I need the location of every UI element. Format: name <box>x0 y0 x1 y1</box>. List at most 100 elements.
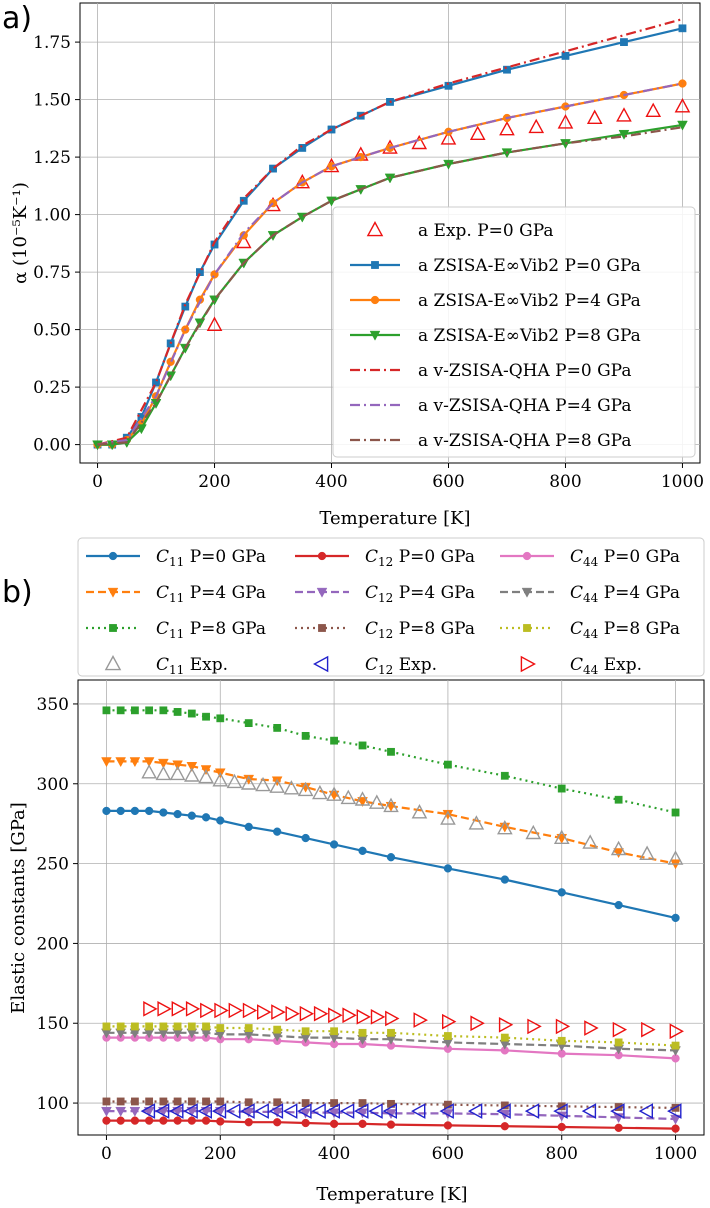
legend-entry-c11_0-marker <box>108 551 118 561</box>
data-point-c11_4 <box>172 760 183 771</box>
data-point-c11_0 <box>216 816 225 825</box>
legend-entry-c12_0-subscript: 12 <box>378 555 393 569</box>
data-point-c11_exp <box>169 765 186 781</box>
data-point-c11_exp <box>326 786 342 801</box>
data-point-c44_exp <box>641 1021 656 1038</box>
data-point-c12_8 <box>173 1097 182 1106</box>
data-point-c11_exp <box>368 794 385 809</box>
data-point-c44_8 <box>273 1025 282 1034</box>
data-point-c11_exp <box>497 820 513 835</box>
data-point-c44_8 <box>187 1022 196 1031</box>
data-point-c12_8 <box>145 1097 154 1106</box>
data-point-c44_8 <box>500 1033 509 1042</box>
data-point-c44_exp <box>185 1001 201 1017</box>
data-point-exp0 <box>528 118 545 134</box>
data-point-c12_0 <box>144 1116 154 1125</box>
data-point-c44_exp <box>171 1001 187 1017</box>
data-point-c11_8 <box>330 736 338 745</box>
legend-entry-c44_0-symbol: C <box>570 547 583 567</box>
legend-entry-c44_exp-suffix: Exp. <box>598 655 642 675</box>
legend-entry-c11_4-label: C11 P=4 GPa <box>156 583 266 605</box>
legend-entry-c44_4-marker <box>521 587 533 598</box>
data-point-c44_exp <box>299 1005 315 1022</box>
data-point-c44_8 <box>301 1027 310 1036</box>
series-line-c11_0 <box>106 809 676 919</box>
data-point-c11_0 <box>130 806 140 816</box>
b-xtick-label: 1000 <box>654 1144 697 1164</box>
data-point-c12_exp <box>325 1103 340 1119</box>
data-point-c44_exp <box>200 1002 215 1019</box>
data-point-c11_exp <box>155 765 172 781</box>
panel-a-legend: a Exp. P=0 GPa a ZSISA-E∞Vib2 P=0 GPa a ZS… <box>332 206 696 458</box>
legend-entry-c12_8-label: C12 P=8 GPa <box>365 619 475 641</box>
panel-a-legend-box <box>332 206 696 458</box>
data-point-c11_exp <box>468 815 485 830</box>
data-point-c12_exp <box>339 1103 355 1119</box>
panel-b-ticks: 0 200 400 600 800 1000 100 150 200 250 300 350 <box>37 695 698 1164</box>
legend-entry-c12_0-label: C12 P=0 GPa <box>365 547 475 569</box>
legend-entry-c11_exp-symbol: C <box>156 655 169 675</box>
a-ytick-label: 0.25 <box>33 378 71 398</box>
data-point-exp0 <box>557 114 574 129</box>
data-point-c12_exp <box>368 1103 383 1119</box>
data-point-c12_exp <box>524 1103 540 1119</box>
data-point-c12_exp <box>240 1103 255 1119</box>
data-point-c11_0 <box>557 888 566 897</box>
data-point-c11_0 <box>187 811 196 820</box>
data-point-c12_8 <box>273 1098 282 1107</box>
panel-b-grid <box>78 680 704 1135</box>
data-point-c11_exp <box>553 829 570 844</box>
data-point-c44_exp <box>242 1002 258 1019</box>
data-point-zs0 <box>269 164 277 173</box>
data-point-c44_8 <box>145 1022 154 1031</box>
legend-entry-qha0-label: a v-ZSISA-QHA P=0 GPa <box>418 361 631 381</box>
data-point-c12_0 <box>500 1122 509 1131</box>
data-point-c12_8 <box>116 1097 125 1106</box>
data-point-zs0 <box>620 38 628 46</box>
series-line-c12_4 <box>106 1109 676 1121</box>
data-point-zs8 <box>560 139 571 150</box>
legend-entry-c12_8-subscript: 12 <box>378 627 393 641</box>
data-point-exp0 <box>411 134 428 150</box>
legend-entry-c44_exp-subscript: 44 <box>583 663 599 677</box>
data-point-c44_exp <box>527 1018 542 1035</box>
data-point-c12_exp <box>496 1103 511 1119</box>
data-point-c11_exp <box>639 845 655 860</box>
data-point-c11_8 <box>387 747 395 756</box>
data-point-c11_exp <box>297 781 314 797</box>
legend-entry-c12_exp-label: C12 Exp. <box>365 655 437 677</box>
data-point-c12_0 <box>130 1116 140 1125</box>
series-qha4 <box>97 82 683 446</box>
data-point-c44_8 <box>444 1032 452 1040</box>
data-point-c12_exp <box>183 1103 198 1119</box>
data-point-c12_0 <box>116 1116 125 1125</box>
data-point-c12_exp <box>354 1103 369 1119</box>
series-c12_4 <box>101 1106 681 1125</box>
data-point-c44_exp <box>285 1005 300 1022</box>
series-line-zs0 <box>97 27 683 446</box>
data-point-c12_8 <box>102 1097 111 1106</box>
data-point-c44_8 <box>173 1022 182 1031</box>
data-point-c11_8 <box>102 706 111 715</box>
data-point-c11_0 <box>301 833 310 843</box>
data-point-c12_0 <box>159 1116 168 1125</box>
data-point-c44_exp <box>498 1017 514 1033</box>
legend-entry-zs0-marker <box>371 261 379 269</box>
data-point-c11_exp <box>141 764 157 779</box>
data-point-c11_0 <box>273 827 282 836</box>
legend-entry-c11_4-marker <box>107 587 119 598</box>
legend-entry-c44_0-label: C44 P=0 GPa <box>570 547 680 569</box>
data-point-c12_exp <box>169 1103 184 1119</box>
b-xtick-label: 0 <box>101 1144 112 1164</box>
b-ytick-label: 150 <box>37 1014 69 1034</box>
legend-entry-c11_4-subscript: 11 <box>169 591 184 605</box>
data-point-c12_0 <box>273 1118 282 1127</box>
data-point-exp0 <box>586 109 603 125</box>
legend-entry-c11_exp-marker <box>104 655 122 671</box>
data-point-c44_exp <box>313 1005 329 1022</box>
data-point-c12_0 <box>386 1120 396 1129</box>
data-point-c11_0 <box>173 809 182 819</box>
panel-a-xlabel: Temperature [K] <box>319 508 470 529</box>
